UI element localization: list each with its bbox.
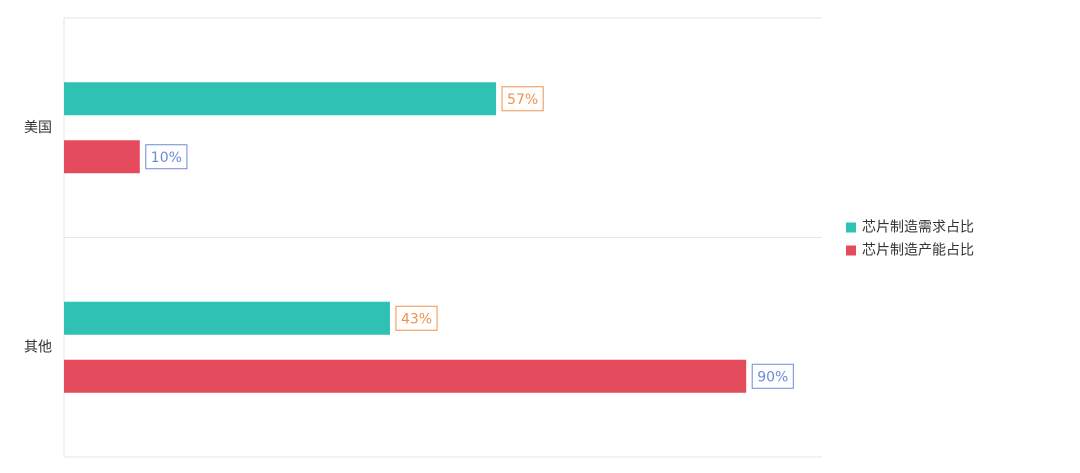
bar xyxy=(64,82,497,116)
value-label-box xyxy=(501,86,544,112)
value-label: 90% xyxy=(757,369,788,385)
y-tick-label: 美国 xyxy=(24,120,52,136)
value-label: 10% xyxy=(151,150,182,166)
value-label-box xyxy=(395,305,438,331)
legend-label: 芯片制造需求占比 xyxy=(862,220,974,236)
value-label: 43% xyxy=(401,311,432,327)
bar xyxy=(64,301,390,335)
value-label-box xyxy=(751,363,794,389)
bar xyxy=(64,140,140,174)
legend-label: 芯片制造产能占比 xyxy=(862,243,974,259)
value-label: 57% xyxy=(507,92,538,108)
bar xyxy=(64,359,747,393)
legend-swatch xyxy=(846,222,856,233)
y-tick-label: 其他 xyxy=(24,339,52,355)
legend-swatch xyxy=(846,245,856,256)
value-label-box xyxy=(145,144,188,170)
